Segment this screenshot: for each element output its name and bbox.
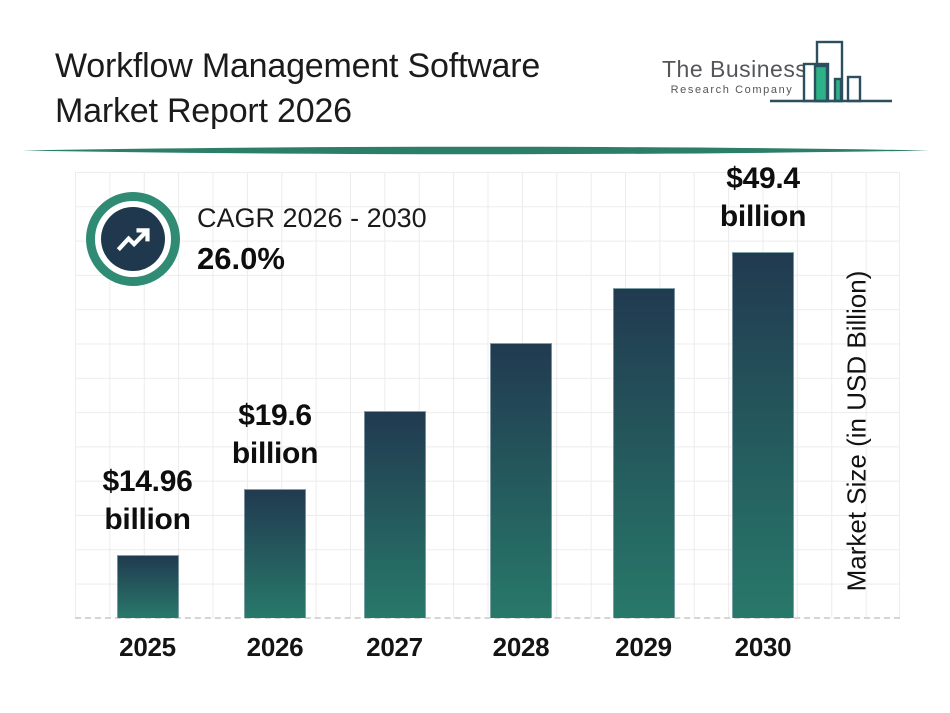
x-tick-2027: 2027 <box>366 632 423 662</box>
x-tick-2026: 2026 <box>246 632 304 662</box>
value-unit-2025: billion <box>104 503 191 536</box>
divider-line <box>22 146 930 155</box>
value-amount-2030: $49.4 <box>726 162 800 195</box>
bar-2026 <box>244 489 306 618</box>
value-amount-2026: $19.6 <box>238 399 312 432</box>
x-tick-2029: 2029 <box>615 632 672 662</box>
cagr-badge <box>86 192 180 286</box>
bar-2027 <box>363 411 426 618</box>
bar-chart-skyline-icon <box>770 40 892 103</box>
value-unit-2026: billion <box>231 437 319 470</box>
bar-chart: $14.96 billion $19.6 billion $49.4 billion 20… <box>75 162 900 662</box>
value-unit-2030: billion <box>719 200 807 233</box>
trending-up-icon <box>116 228 150 252</box>
x-tick-2028: 2028 <box>492 632 550 662</box>
value-label-2025: $14.96 billion <box>103 463 193 539</box>
value-label-2030: $49.4 billion <box>719 160 807 236</box>
logo-company-name: The Business <box>662 56 808 82</box>
cagr-label: CAGR 2026 - 2030 <box>197 203 427 233</box>
cagr-text-block: CAGR 2026 - 2030 26.0% <box>197 203 427 277</box>
page-title: Workflow Management Software Market Repo… <box>55 44 540 134</box>
chart-baseline <box>75 617 900 619</box>
value-amount-2025: $14.96 <box>102 465 193 498</box>
y-axis-title: Market Size (in USD Billion) <box>841 270 872 592</box>
x-tick-2025: 2025 <box>119 632 176 662</box>
page-title-line1: Workflow Management Software <box>55 47 541 85</box>
bar-2030 <box>732 252 794 618</box>
bar-2028 <box>490 343 552 618</box>
cagr-badge-disc <box>101 207 165 271</box>
bar-2025 <box>116 555 179 618</box>
value-label-2026: $19.6 billion <box>231 397 319 473</box>
cagr-value: 26.0% <box>197 241 285 276</box>
logo-company-subname: Research Company <box>670 84 794 96</box>
company-logo: The Business Research Company <box>662 56 808 96</box>
page-title-line2: Market Report 2026 <box>55 92 352 130</box>
bar-2029 <box>612 288 675 618</box>
x-tick-2030: 2030 <box>734 632 792 662</box>
